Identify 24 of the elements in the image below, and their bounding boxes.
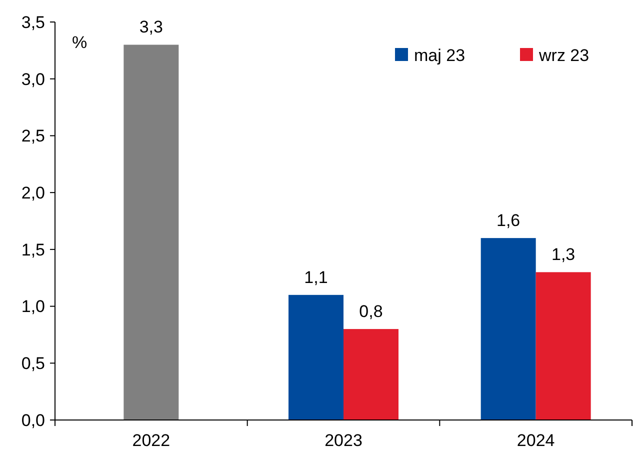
y-tick-label: 1,0 bbox=[21, 297, 45, 316]
data-label: 1,1 bbox=[304, 268, 328, 287]
legend-label: wrz 23 bbox=[538, 46, 590, 65]
y-axis-title: % bbox=[72, 33, 88, 52]
x-tick-label: 2023 bbox=[324, 431, 362, 450]
y-tick-label: 1,5 bbox=[21, 240, 45, 260]
y-tick-label: 2,5 bbox=[21, 126, 45, 146]
bar bbox=[480, 238, 536, 420]
y-tick-label: 0,5 bbox=[21, 354, 45, 374]
data-label: 1,6 bbox=[496, 211, 520, 230]
bar bbox=[288, 294, 344, 420]
legend-label: maj 23 bbox=[414, 46, 466, 65]
data-label: 1,3 bbox=[552, 245, 576, 264]
data-label: 3,3 bbox=[139, 18, 163, 37]
bar bbox=[344, 329, 398, 420]
y-tick-label: 0,0 bbox=[21, 410, 45, 430]
bar bbox=[124, 44, 179, 420]
y-tick-label: 3,0 bbox=[21, 70, 45, 89]
data-label: 0,8 bbox=[359, 302, 383, 322]
y-tick-label: 2,0 bbox=[21, 184, 45, 203]
x-tick-label: 2022 bbox=[132, 431, 170, 450]
bar bbox=[536, 272, 591, 420]
x-tick-label: 2024 bbox=[516, 431, 555, 450]
y-tick-label: 3,5 bbox=[21, 12, 45, 32]
